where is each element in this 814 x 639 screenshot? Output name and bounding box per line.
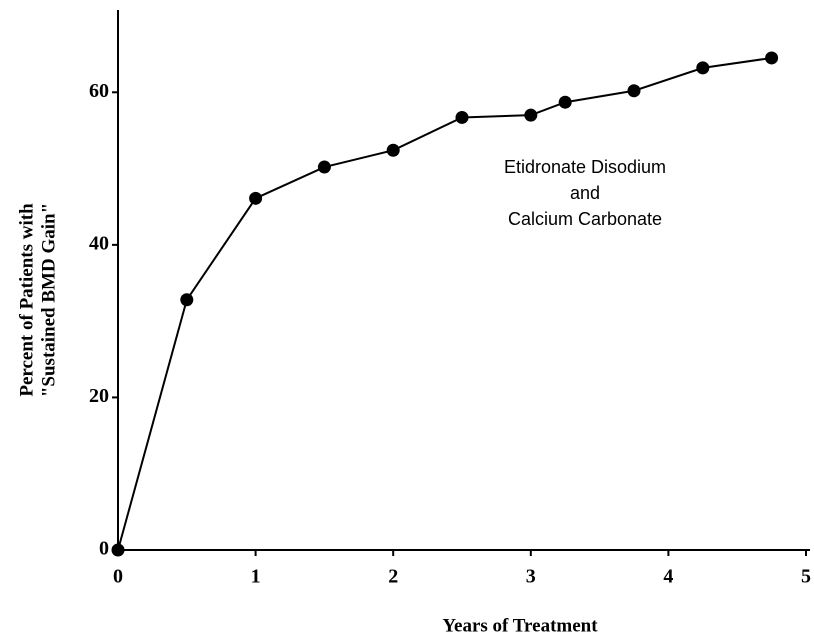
data-point [696,61,710,75]
data-point [249,191,263,205]
x-tick-label: 1 [251,566,261,588]
annotation: and [570,183,600,203]
x-tick-label: 5 [801,566,811,588]
annotation: Calcium Carbonate [508,209,662,229]
data-point [180,293,194,307]
x-tick-label: 2 [388,566,398,588]
x-tick-label: 3 [526,566,536,588]
y-tick-label: 60 [89,80,109,102]
data-point [765,51,779,65]
y-tick-label: 20 [89,385,109,407]
data-point [558,95,572,109]
data-point [317,160,331,174]
data-point [111,543,125,557]
y-axis-label-line: Percent of Patients with [16,203,37,397]
x-tick-label: 0 [113,566,123,588]
data-line [117,56,772,551]
y-axis-label-line: "Sustained BMD Gain" [38,203,59,397]
y-axis-label: Percent of Patients with "Sustained BMD … [16,203,59,397]
y-tick-label: 0 [99,538,109,560]
data-point [455,110,469,124]
data-point [524,108,538,122]
data-point [627,84,641,98]
x-axis-label: Years of Treatment [442,615,598,636]
y-tick-label: 40 [89,232,109,254]
x-tick-label: 4 [663,566,673,588]
data-point [386,143,400,157]
annotation: Etidronate Disodium [504,157,666,177]
